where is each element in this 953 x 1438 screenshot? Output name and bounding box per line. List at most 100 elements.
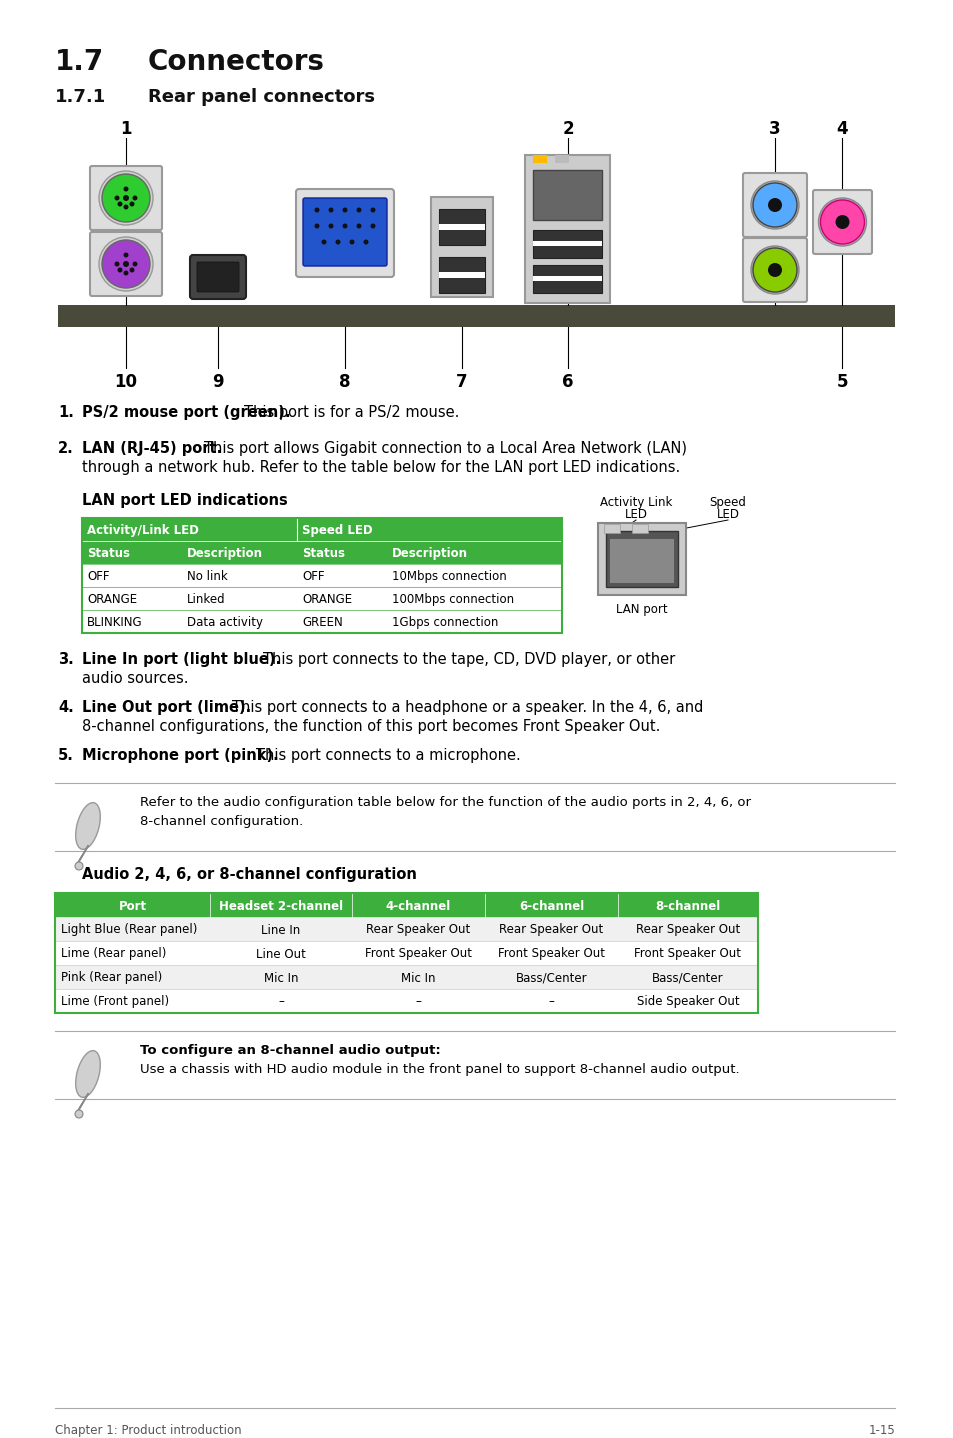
Text: Pink (Rear panel): Pink (Rear panel)	[61, 972, 162, 985]
Bar	[533, 230, 602, 257]
Circle shape	[370, 207, 375, 213]
Circle shape	[123, 270, 129, 276]
Text: Front Speaker Out: Front Speaker Out	[365, 948, 472, 961]
Text: Status: Status	[87, 546, 130, 559]
Circle shape	[123, 204, 129, 210]
Circle shape	[750, 181, 799, 229]
Text: Description: Description	[392, 546, 468, 559]
Text: This port is for a PS/2 mouse.: This port is for a PS/2 mouse.	[244, 406, 459, 420]
Text: 1Gbps connection: 1Gbps connection	[392, 615, 497, 628]
Text: 6: 6	[561, 372, 573, 391]
Text: Line In port (light blue).: Line In port (light blue).	[82, 651, 281, 667]
Text: Activity/Link LED: Activity/Link LED	[87, 523, 198, 536]
Circle shape	[750, 246, 799, 293]
Text: 100Mbps connection: 100Mbps connection	[392, 592, 514, 605]
Text: Activity Link: Activity Link	[599, 496, 672, 509]
Circle shape	[370, 223, 375, 229]
Circle shape	[75, 861, 83, 870]
Bar	[525, 155, 610, 303]
Text: LAN (RJ-45) port.: LAN (RJ-45) port.	[82, 441, 222, 456]
Text: This port allows Gigabit connection to a Local Area Network (LAN): This port allows Gigabit connection to a…	[204, 441, 686, 456]
Text: 1.: 1.	[58, 406, 73, 420]
Circle shape	[356, 207, 361, 213]
Text: Speed: Speed	[709, 496, 745, 509]
Bar	[55, 893, 758, 917]
Bar	[438, 224, 484, 230]
Text: 1: 1	[120, 119, 132, 138]
Text: 2.: 2.	[58, 441, 73, 456]
Circle shape	[314, 223, 319, 229]
Text: 10: 10	[114, 372, 137, 391]
Text: Linked: Linked	[187, 592, 226, 605]
Bar	[603, 523, 619, 533]
Circle shape	[123, 262, 129, 267]
Bar	[58, 305, 894, 326]
Text: 6-channel: 6-channel	[518, 900, 583, 913]
Text: audio sources.: audio sources.	[82, 672, 189, 686]
Text: 8: 8	[339, 372, 351, 391]
Text: Side Speaker Out: Side Speaker Out	[636, 995, 739, 1008]
Text: Bass/Center: Bass/Center	[652, 972, 723, 985]
Circle shape	[363, 240, 368, 244]
FancyBboxPatch shape	[295, 188, 394, 278]
FancyBboxPatch shape	[742, 239, 806, 302]
Bar	[82, 587, 561, 610]
Text: Mic In: Mic In	[401, 972, 436, 985]
FancyBboxPatch shape	[812, 190, 871, 255]
Text: LAN port: LAN port	[616, 603, 667, 615]
Text: BLINKING: BLINKING	[87, 615, 143, 628]
Circle shape	[117, 201, 122, 207]
Bar	[598, 523, 685, 595]
Circle shape	[123, 253, 129, 257]
Text: Connectors: Connectors	[148, 47, 325, 76]
Bar	[438, 272, 484, 278]
Text: Port: Port	[118, 900, 147, 913]
Circle shape	[102, 174, 150, 221]
Text: 4: 4	[836, 119, 847, 138]
Text: This port connects to a microphone.: This port connects to a microphone.	[255, 748, 520, 764]
Circle shape	[114, 262, 119, 266]
Bar	[82, 518, 561, 633]
Text: 4-channel: 4-channel	[385, 900, 451, 913]
Text: Mic In: Mic In	[263, 972, 298, 985]
Text: 1.7: 1.7	[55, 47, 104, 76]
Circle shape	[835, 216, 848, 229]
Text: 10Mbps connection: 10Mbps connection	[392, 569, 506, 582]
Text: Chapter 1: Product introduction: Chapter 1: Product introduction	[55, 1424, 241, 1437]
Circle shape	[123, 196, 129, 201]
Circle shape	[767, 263, 781, 278]
Text: Rear Speaker Out: Rear Speaker Out	[498, 923, 603, 936]
Circle shape	[132, 196, 137, 200]
FancyBboxPatch shape	[196, 262, 239, 292]
Ellipse shape	[75, 1051, 100, 1097]
Circle shape	[767, 198, 781, 211]
Circle shape	[752, 247, 796, 292]
Text: 7: 7	[456, 372, 467, 391]
Circle shape	[117, 267, 122, 272]
Text: PS/2 mouse port (green).: PS/2 mouse port (green).	[82, 406, 291, 420]
Text: Line Out port (lime).: Line Out port (lime).	[82, 700, 251, 715]
Text: 5: 5	[836, 372, 847, 391]
Bar	[55, 965, 758, 989]
Text: LED: LED	[624, 508, 647, 521]
Text: Lime (Front panel): Lime (Front panel)	[61, 995, 169, 1008]
Circle shape	[342, 207, 347, 213]
Bar	[82, 564, 561, 587]
Text: 1-15: 1-15	[867, 1424, 894, 1437]
Bar	[533, 265, 602, 293]
FancyBboxPatch shape	[303, 198, 387, 266]
Circle shape	[820, 200, 863, 244]
Text: To configure an 8-channel audio output:: To configure an 8-channel audio output:	[140, 1044, 440, 1057]
Text: 8-channel: 8-channel	[655, 900, 720, 913]
Text: –: –	[277, 995, 284, 1008]
Bar	[605, 531, 678, 587]
Text: LAN port LED indications: LAN port LED indications	[82, 493, 288, 508]
Circle shape	[99, 171, 152, 224]
Text: Audio 2, 4, 6, or 8-channel configuration: Audio 2, 4, 6, or 8-channel configuratio…	[82, 867, 416, 881]
Bar	[82, 610, 561, 633]
Bar	[438, 209, 484, 244]
Circle shape	[314, 207, 319, 213]
Text: 8-channel configuration.: 8-channel configuration.	[140, 815, 303, 828]
Text: –: –	[416, 995, 421, 1008]
Text: Use a chassis with HD audio module in the front panel to support 8-channel audio: Use a chassis with HD audio module in th…	[140, 1063, 739, 1076]
